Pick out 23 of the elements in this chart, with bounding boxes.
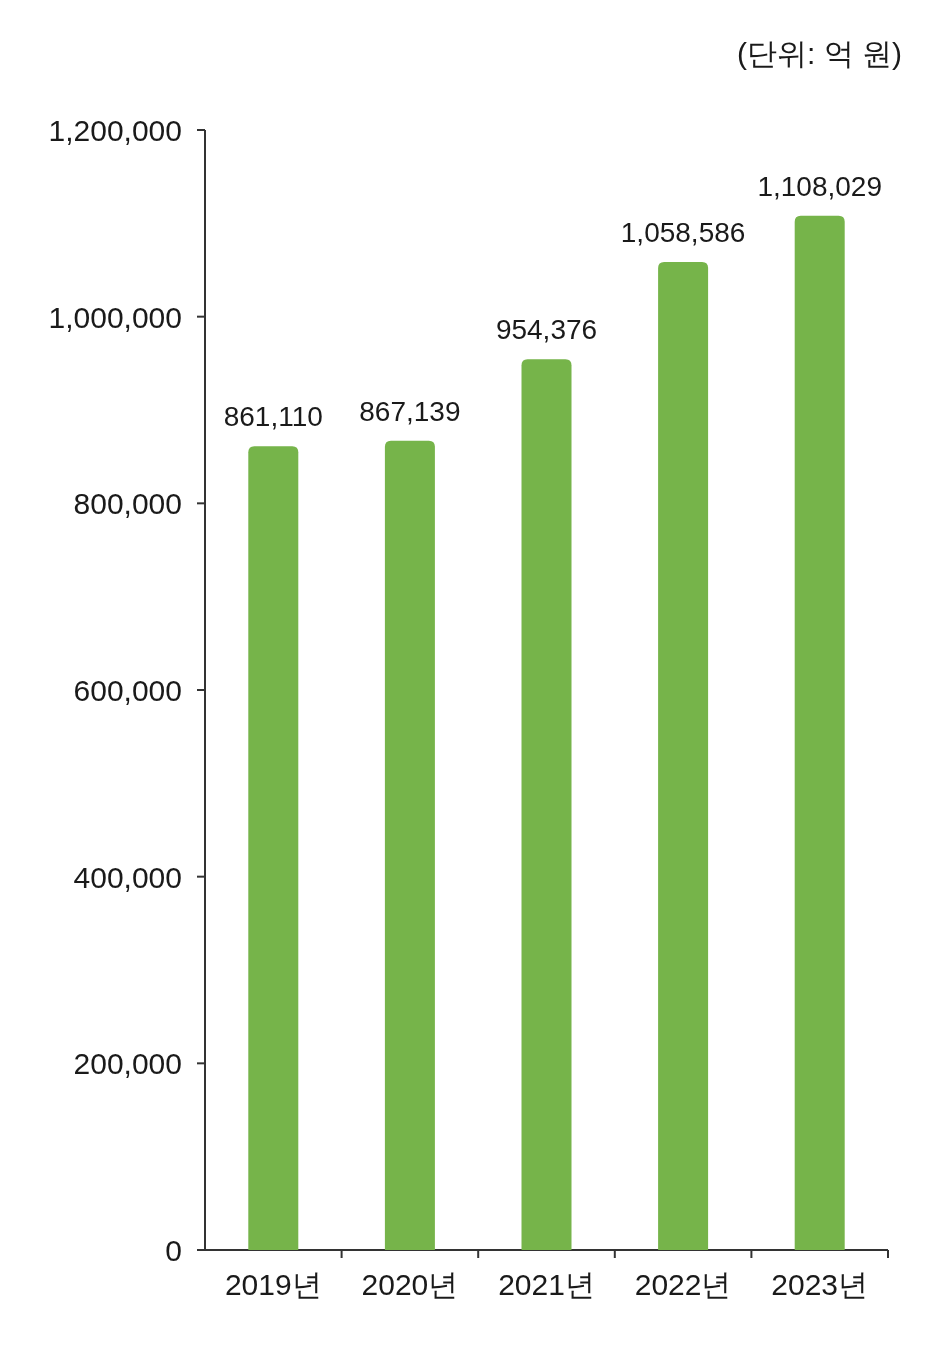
text: (단위: 억 원)	[737, 37, 902, 70]
bar	[248, 446, 299, 1250]
x-tick-label: 2020년	[361, 1268, 459, 1301]
y-tick-label: 800,000	[73, 487, 182, 521]
y-tick-label: 600,000	[73, 674, 182, 707]
data-label: 861,110	[223, 401, 323, 433]
y-tick-label: 1,200,000	[48, 114, 182, 147]
bar	[658, 261, 709, 1250]
y-tick-label: 1,000,000	[48, 300, 182, 334]
data-label: 954,376	[495, 314, 598, 346]
data-label: 1,108,029	[757, 170, 882, 202]
y-tick-label: 200,000	[73, 1047, 182, 1081]
bar	[521, 359, 572, 1250]
data-label: 867,139	[359, 395, 461, 427]
data-label: 1,058,586	[620, 216, 746, 248]
x-tick-label: 2023년	[771, 1268, 869, 1301]
y-tick-label: 400,000	[73, 860, 182, 894]
x-tick-label: 2021년	[498, 1268, 595, 1301]
x-tick-label: 2022년	[634, 1268, 732, 1301]
y-tick-label: 0	[165, 1234, 182, 1267]
bar	[384, 440, 435, 1250]
x-tick-label: 2019년	[224, 1268, 322, 1301]
bar	[794, 215, 845, 1250]
